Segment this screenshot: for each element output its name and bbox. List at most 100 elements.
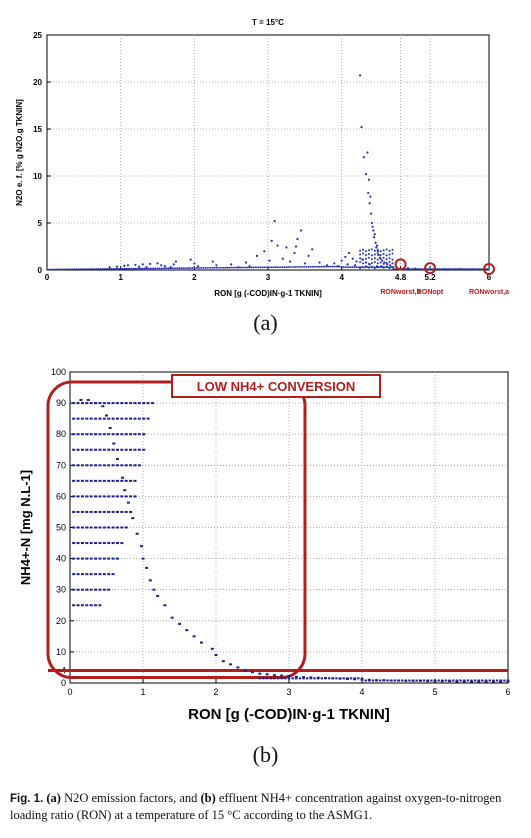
data-point (475, 268, 478, 270)
data-point (175, 267, 177, 270)
data-point (182, 267, 185, 270)
data-point (107, 479, 111, 482)
data-point (102, 573, 106, 576)
data-point (346, 263, 349, 266)
data-point (85, 479, 89, 482)
y-tick-label: 0 (61, 678, 66, 688)
data-point (94, 588, 98, 591)
data-point (394, 268, 396, 270)
data-point (269, 677, 272, 680)
marker-label: RONopt (417, 289, 444, 296)
data-point (258, 672, 262, 675)
data-point (471, 268, 474, 270)
data-point (142, 417, 146, 420)
data-point (121, 476, 125, 479)
data-point (107, 417, 111, 420)
data-point (80, 604, 84, 607)
data-point (362, 262, 365, 265)
data-point (85, 464, 89, 467)
data-point (124, 526, 128, 529)
data-point (368, 202, 371, 205)
data-point (382, 266, 385, 269)
data-point (98, 495, 102, 498)
data-point (486, 268, 489, 270)
data-point (120, 479, 124, 482)
data-point (265, 677, 269, 680)
data-point (115, 495, 119, 498)
data-point (120, 448, 124, 451)
data-point (128, 267, 131, 270)
data-point (101, 405, 105, 408)
data-point (291, 266, 293, 268)
data-point (351, 257, 354, 260)
data-point (391, 262, 394, 265)
data-point (370, 261, 373, 264)
x-tick-label: 2 (192, 273, 197, 282)
data-point (388, 253, 391, 256)
data-point (187, 267, 190, 269)
data-point (335, 677, 338, 680)
data-point (85, 448, 89, 451)
data-point (92, 268, 94, 270)
data-point (94, 510, 98, 513)
data-point (102, 526, 106, 529)
data-point (307, 254, 310, 257)
data-point (115, 542, 119, 545)
data-point (370, 248, 373, 251)
data-point (311, 248, 314, 251)
data-point (503, 679, 506, 682)
data-point (385, 248, 388, 251)
data-point (99, 268, 102, 270)
data-point (105, 414, 108, 417)
data-point (453, 268, 455, 270)
data-point (72, 402, 76, 405)
data-point (287, 677, 291, 680)
data-point (110, 267, 113, 270)
data-point (72, 526, 76, 529)
data-point (89, 526, 93, 529)
data-point (370, 258, 373, 261)
data-point (362, 258, 365, 261)
data-point (84, 268, 87, 271)
x-tick-label: 5 (432, 687, 437, 697)
data-point (448, 679, 451, 682)
data-point (120, 464, 124, 467)
data-point (495, 679, 499, 682)
data-point (367, 266, 370, 269)
data-point (49, 268, 52, 271)
marker-label: RONworst,a (469, 289, 509, 296)
data-point (111, 542, 115, 545)
data-point (98, 573, 102, 576)
data-point (80, 417, 84, 420)
data-point (376, 250, 379, 253)
data-point (463, 679, 466, 682)
data-point (364, 679, 367, 682)
data-point (359, 261, 362, 264)
y-tick-label: 5 (38, 219, 43, 228)
data-point (272, 674, 276, 677)
data-point (359, 253, 362, 256)
data-point (295, 677, 298, 680)
data-point (374, 241, 377, 244)
data-point (338, 677, 342, 680)
data-point (391, 252, 394, 255)
data-point (85, 526, 89, 529)
data-point (191, 267, 194, 269)
data-point (156, 267, 159, 270)
data-point (232, 266, 234, 269)
data-point (422, 679, 426, 682)
data-point (366, 266, 369, 269)
data-point (360, 678, 364, 681)
data-point (107, 526, 111, 529)
data-point (117, 267, 120, 270)
data-point (211, 266, 214, 269)
data-point (76, 557, 80, 560)
x-axis-label: RON [g (-COD)IN·g-1 TKNIN] (188, 706, 390, 723)
data-point (141, 267, 144, 270)
data-point (404, 679, 407, 682)
data-point (89, 588, 93, 591)
data-point (111, 557, 115, 560)
data-point (114, 267, 117, 270)
optimal-ron-marker (394, 258, 407, 271)
data-point (85, 604, 89, 607)
